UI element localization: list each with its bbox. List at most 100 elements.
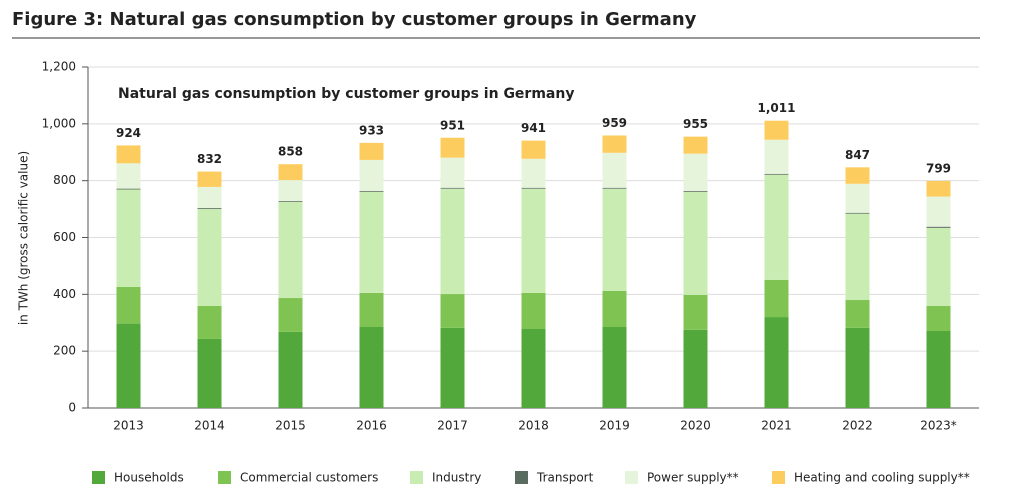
total-label: 959 — [602, 116, 627, 130]
bar-segment — [683, 329, 708, 408]
legend-swatch — [410, 471, 423, 484]
y-tick-label: 400 — [53, 287, 76, 301]
legend-swatch — [772, 471, 785, 484]
bar-segment — [440, 157, 465, 188]
bar-segment — [359, 159, 384, 191]
bar-segment — [440, 137, 465, 158]
bar-segment — [440, 187, 465, 189]
bar-segment — [764, 174, 789, 280]
bar-segment — [683, 190, 708, 192]
bar-segment — [116, 323, 141, 408]
total-label: 941 — [521, 121, 546, 135]
bar-segment — [602, 152, 627, 188]
bar-segment — [602, 135, 627, 153]
x-tick-label: 2019 — [599, 419, 630, 433]
total-label: 924 — [116, 126, 141, 140]
bar-segment — [683, 294, 708, 330]
x-tick-label: 2022 — [842, 419, 873, 433]
x-tick-label: 2023* — [920, 419, 957, 433]
x-tick-label: 2014 — [194, 419, 225, 433]
bar-segment — [764, 317, 789, 408]
bar-segment — [359, 191, 384, 293]
bar-segment — [278, 201, 303, 299]
bar-segment — [278, 331, 303, 408]
bar-segment — [278, 298, 303, 332]
bar-segment — [926, 180, 951, 197]
bar-segment — [602, 188, 627, 291]
x-tick-label: 2018 — [518, 419, 549, 433]
bar-segment — [845, 212, 870, 214]
bar-segment — [521, 158, 546, 188]
bar-segment — [116, 163, 141, 189]
total-label: 847 — [845, 148, 870, 162]
bar-segment — [278, 180, 303, 202]
legend-label: Heating and cooling supply** — [794, 471, 970, 485]
legend-swatch — [218, 471, 231, 484]
bar-segment — [926, 305, 951, 331]
total-label: 858 — [278, 145, 303, 159]
y-tick-label: 0 — [68, 401, 76, 415]
bar-segment — [521, 140, 546, 159]
bar-segment — [845, 300, 870, 328]
bar-segment — [116, 189, 141, 287]
bar-segment — [602, 327, 627, 408]
bar-segment — [521, 292, 546, 330]
bar-segment — [521, 187, 546, 189]
total-label: 1,011 — [758, 101, 796, 115]
bar-segment — [602, 187, 627, 189]
bar-segment — [440, 188, 465, 295]
bar-segment — [278, 201, 303, 202]
bar-segment — [845, 183, 870, 213]
legend-swatch — [625, 471, 638, 484]
bar-segment — [440, 294, 465, 328]
bar-segment — [116, 286, 141, 324]
x-tick-label: 2017 — [437, 419, 468, 433]
legend-label: Transport — [536, 471, 594, 485]
legend-label: Commercial customers — [240, 471, 378, 485]
bar-segment — [764, 173, 789, 175]
bar-segment — [440, 327, 465, 408]
bar-segment — [359, 292, 384, 328]
bar-segment — [359, 327, 384, 408]
x-tick-label: 2020 — [680, 419, 711, 433]
bar-segment — [926, 196, 951, 227]
y-tick-label: 800 — [53, 173, 76, 187]
legend-swatch — [515, 471, 528, 484]
bar-segment — [764, 139, 789, 174]
bar-segment — [359, 190, 384, 192]
bar-segment — [845, 213, 870, 301]
bar-segment — [197, 305, 222, 339]
bar-segment — [926, 330, 951, 408]
total-label: 951 — [440, 118, 465, 132]
bar-segment — [764, 120, 789, 140]
bar-segment — [521, 329, 546, 408]
bar-segment — [197, 207, 222, 209]
legend-swatch — [92, 471, 105, 484]
chart-title: Natural gas consumption by customer grou… — [118, 86, 574, 102]
x-tick-label: 2013 — [113, 419, 144, 433]
bar-segment — [359, 142, 384, 160]
y-tick-label: 1,000 — [42, 116, 76, 130]
legend-label: Households — [114, 471, 184, 485]
y-tick-label: 1,200 — [42, 60, 76, 74]
bar-segment — [602, 290, 627, 328]
bar-segment — [278, 164, 303, 181]
y-axis-label: in TWh (gross calorific value) — [17, 151, 31, 325]
bar-segment — [197, 171, 222, 187]
bar-segment — [116, 145, 141, 164]
bar-segment — [683, 191, 708, 295]
x-tick-label: 2016 — [356, 419, 387, 433]
bar-segment — [926, 226, 951, 228]
bar-segment — [845, 327, 870, 408]
total-label: 955 — [683, 117, 708, 131]
bar-segment — [764, 279, 789, 318]
x-tick-label: 2015 — [275, 419, 306, 433]
bar-segment — [116, 188, 141, 190]
bar-segment — [683, 153, 708, 191]
bar-segment — [197, 208, 222, 306]
legend-label: Power supply** — [647, 471, 739, 485]
legend-label: Industry — [432, 471, 481, 485]
bar-segment — [926, 227, 951, 306]
total-label: 832 — [197, 152, 222, 166]
bar-segment — [683, 136, 708, 154]
